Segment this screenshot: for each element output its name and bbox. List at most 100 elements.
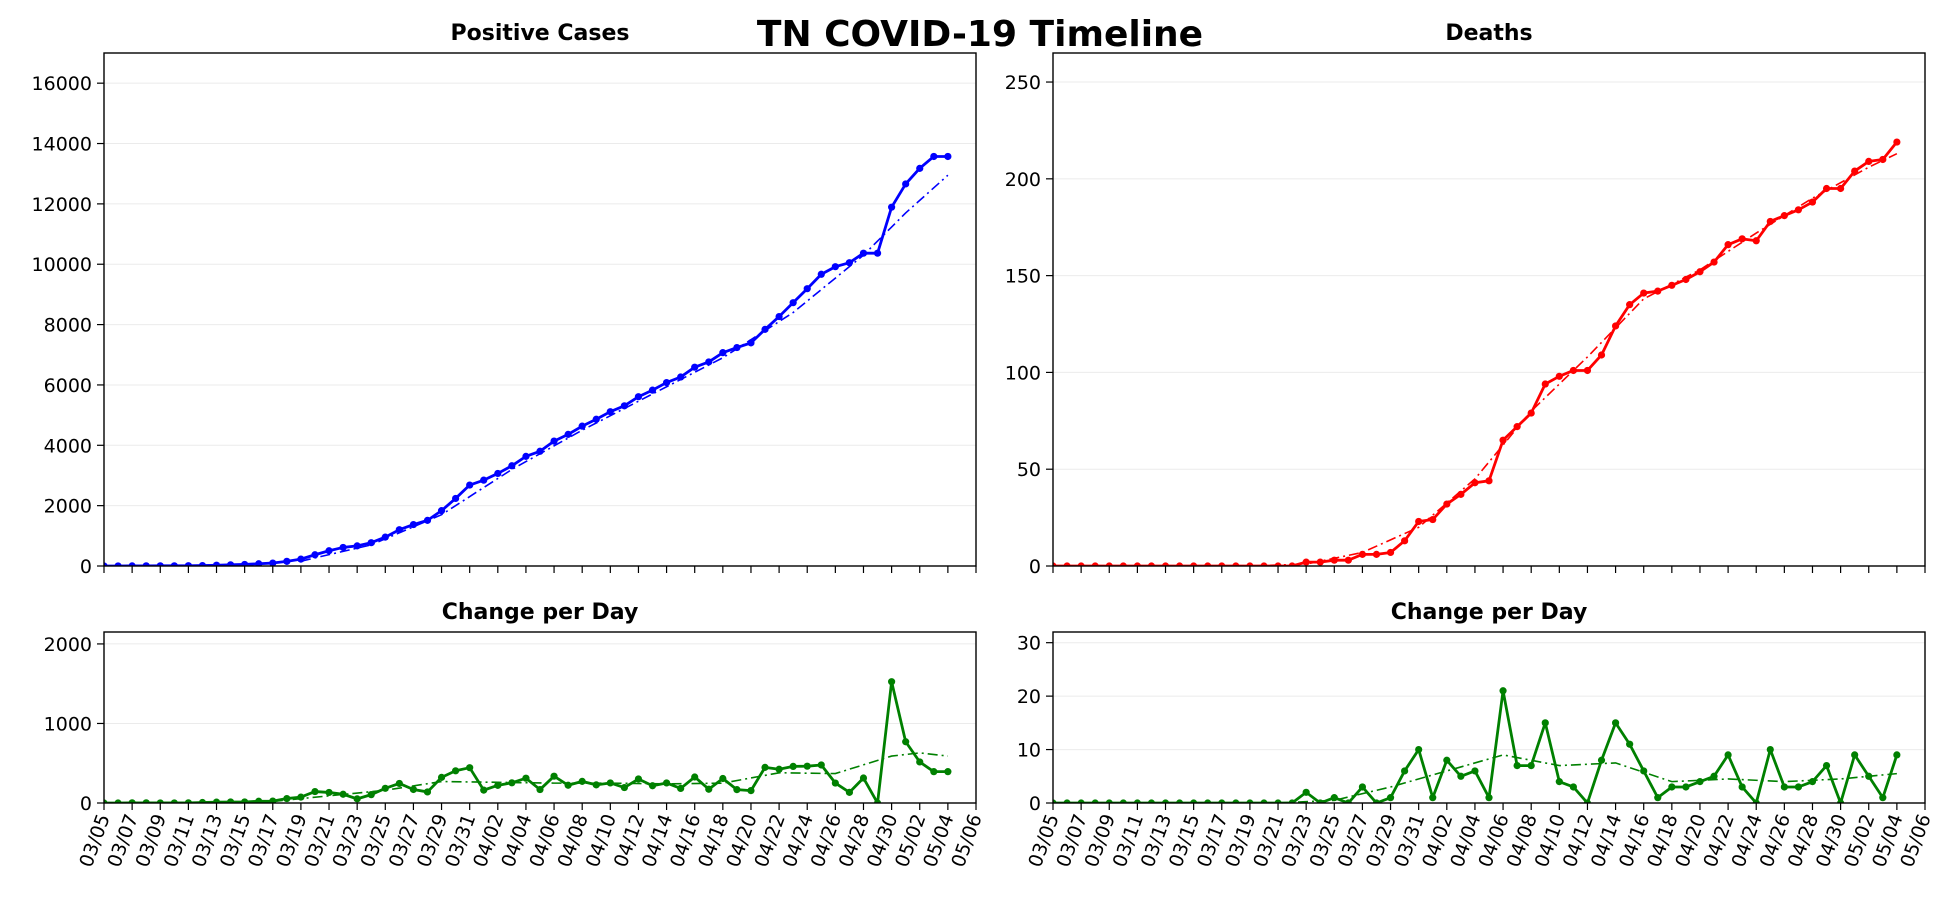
data-point [662, 378, 671, 387]
data-point [1077, 562, 1085, 566]
data-point [1766, 745, 1774, 754]
data-point [522, 452, 530, 460]
data-point [1358, 783, 1367, 791]
data-point [1808, 778, 1817, 786]
data-point [733, 786, 741, 794]
axes-frame [103, 631, 977, 804]
data-point [104, 799, 108, 803]
data-point [494, 469, 502, 478]
data-point [198, 798, 207, 803]
data-point [831, 263, 839, 271]
data-point [1372, 550, 1381, 558]
data-point [1175, 799, 1184, 803]
data-point [381, 784, 389, 792]
data-point [1429, 794, 1437, 802]
y-tick-label: 0 [1029, 556, 1041, 578]
data-point [691, 773, 699, 781]
data-point [311, 787, 319, 796]
data-point [606, 408, 614, 416]
data-point [1415, 745, 1423, 754]
data-point [1260, 799, 1268, 803]
data-point [184, 562, 192, 566]
data-point [437, 507, 446, 515]
data-point [873, 799, 882, 803]
data-point [1499, 436, 1507, 444]
data-point [1555, 372, 1563, 380]
data-point [1105, 799, 1113, 803]
data-point [1232, 799, 1240, 803]
data-point [1330, 794, 1338, 802]
data-point [466, 764, 474, 772]
data-point [1879, 794, 1887, 802]
data-point [1752, 237, 1760, 245]
data-point [1668, 281, 1676, 289]
data-point [1119, 562, 1127, 566]
data-point [1696, 778, 1704, 786]
data-point [1218, 562, 1226, 566]
data-point [226, 798, 235, 803]
plot-area [104, 678, 952, 803]
data-point [1457, 772, 1465, 780]
y-tick-label: 0 [80, 793, 92, 815]
y-tick-label: 100 [1005, 362, 1041, 384]
data-point [241, 560, 249, 566]
data-point [930, 152, 938, 161]
data-point [1513, 423, 1521, 431]
data-point [916, 758, 924, 766]
data-point [747, 786, 755, 795]
data-point [1232, 562, 1240, 566]
data-point [1246, 562, 1254, 566]
data-point [1837, 184, 1845, 193]
data-point [831, 779, 839, 787]
deaths-change-panel: Change per Day010203003/0503/0703/0903/1… [1017, 600, 1936, 870]
data-point [1569, 366, 1577, 375]
y-tick-label: 8000 [44, 315, 92, 337]
trend-line [300, 174, 949, 562]
data-point [648, 386, 657, 394]
data-point [1569, 783, 1577, 791]
data-point [691, 363, 699, 371]
y-tick-label: 30 [1017, 633, 1041, 655]
data-point [789, 762, 797, 771]
y-tick-label: 150 [1005, 266, 1041, 288]
data-point [1541, 380, 1549, 388]
data-point [719, 774, 727, 783]
data-point [1302, 558, 1310, 566]
y-tick-label: 6000 [44, 375, 92, 397]
data-point [1555, 778, 1563, 786]
data-point [1822, 184, 1831, 193]
data-point [1583, 799, 1592, 803]
data-point [1851, 751, 1859, 759]
data-point [1302, 788, 1310, 796]
data-point [269, 559, 277, 566]
data-point [564, 430, 572, 438]
data-point [353, 795, 361, 803]
y-tick-label: 2000 [44, 634, 92, 656]
data-point [170, 799, 178, 803]
data-point [1204, 562, 1212, 566]
data-point [761, 325, 769, 333]
data-point [1204, 799, 1212, 803]
data-point [1682, 783, 1690, 791]
plot-area [1053, 138, 1901, 566]
data-point [142, 562, 150, 566]
data-point [353, 542, 361, 550]
data-point [620, 783, 628, 792]
data-point [1597, 351, 1606, 359]
deaths-panel: Deaths 0 50 100 150 200 250 [1005, 21, 1926, 578]
series-line [1053, 141, 1898, 566]
data-point [550, 772, 558, 780]
data-point [423, 788, 432, 796]
data-point [1091, 562, 1099, 566]
data-point [1611, 719, 1620, 727]
data-point [480, 786, 488, 794]
data-point [789, 299, 797, 307]
data-point [170, 562, 178, 566]
data-point [902, 180, 910, 188]
data-point [1457, 490, 1465, 498]
data-point [1485, 794, 1493, 802]
data-point [367, 539, 375, 547]
data-point [156, 799, 164, 803]
data-point [437, 773, 446, 781]
y-tick-label: 50 [1017, 459, 1041, 481]
